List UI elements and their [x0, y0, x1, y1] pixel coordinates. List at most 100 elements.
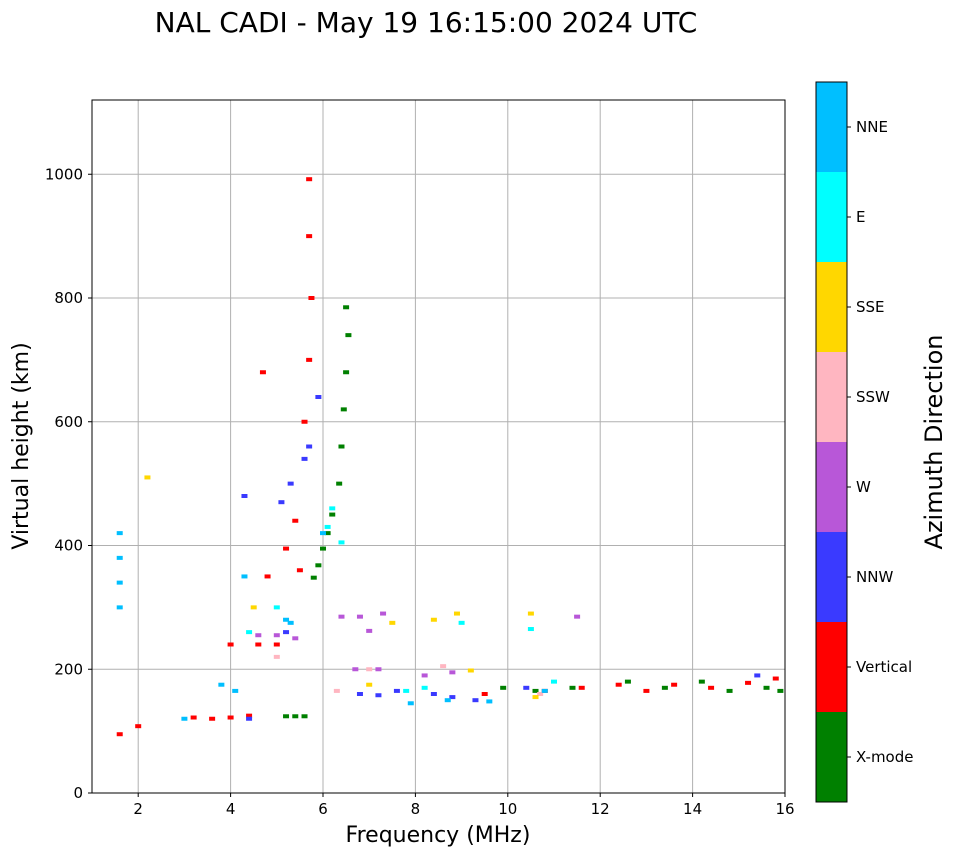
data-point-nnw	[430, 692, 437, 696]
colorbar-segment	[816, 442, 847, 532]
data-point-sse	[467, 668, 474, 673]
data-point-vertical	[296, 568, 303, 573]
data-point-vertical	[264, 574, 271, 579]
data-point-x-mode	[343, 370, 350, 375]
colorbar-tick-label: NNW	[856, 568, 893, 586]
colorbar-tick-label: X-mode	[856, 748, 913, 766]
data-point-sse	[250, 605, 257, 610]
data-point-vertical	[292, 518, 299, 523]
y-tick-label: 200	[54, 660, 83, 678]
colorbar-tick-label: SSW	[856, 388, 890, 406]
x-tick-label: 16	[775, 800, 794, 818]
data-point-x-mode	[763, 685, 770, 690]
data-point-nnw	[287, 481, 294, 486]
data-point-sse	[453, 611, 460, 616]
x-tick-label: 4	[226, 800, 236, 818]
data-point-x-mode	[324, 531, 331, 536]
data-point-nne	[541, 688, 548, 693]
data-point-nne	[116, 605, 123, 610]
data-point-vertical	[708, 685, 715, 690]
y-tick-label: 1000	[45, 165, 83, 183]
data-point-w	[273, 633, 280, 638]
data-point-sse	[532, 695, 539, 700]
data-point-sse	[144, 475, 151, 480]
data-point-nne	[486, 699, 493, 704]
data-point-vertical	[671, 682, 678, 687]
data-point-nnw	[472, 698, 479, 703]
data-point-vertical	[209, 716, 216, 721]
x-tick-label: 6	[318, 800, 328, 818]
data-point-e	[403, 688, 410, 693]
data-point-nnw	[356, 692, 363, 696]
colorbar-segment	[816, 622, 847, 712]
data-point-ssw	[366, 667, 373, 672]
data-point-nne	[116, 580, 123, 585]
data-point-vertical	[306, 234, 313, 239]
x-axis-label: Frequency (MHz)	[346, 823, 531, 848]
data-point-nne	[116, 531, 123, 536]
data-point-x-mode	[569, 685, 576, 690]
colorbar-segment	[816, 712, 847, 802]
data-point-vertical	[306, 357, 313, 362]
data-point-x-mode	[315, 563, 322, 568]
data-point-x-mode	[777, 688, 784, 693]
data-point-nne	[283, 617, 290, 622]
data-point-ssw	[537, 692, 544, 696]
colorbar-segment	[816, 352, 847, 442]
data-point-x-mode	[726, 688, 733, 693]
data-point-nnw	[393, 688, 400, 693]
data-point-vertical	[481, 692, 488, 696]
data-point-x-mode	[310, 575, 317, 580]
data-point-nne	[232, 688, 239, 693]
data-point-x-mode	[661, 685, 668, 690]
data-point-nnw	[523, 685, 530, 690]
colorbar: X-mode Vertical NNW W SSW SSE E NNE	[816, 82, 913, 802]
data-point-e	[338, 540, 345, 545]
data-point-vertical	[227, 642, 234, 647]
data-point-w	[255, 633, 262, 638]
data-point-e	[246, 630, 253, 635]
data-point-w	[421, 673, 428, 678]
data-point-vertical	[615, 682, 622, 687]
data-point-w	[574, 614, 581, 619]
data-point-vertical	[643, 688, 650, 693]
grid-lines	[92, 100, 786, 794]
x-tick-label: 10	[498, 800, 517, 818]
colorbar-tick-label: W	[856, 478, 871, 496]
data-point-vertical	[301, 419, 308, 424]
data-point-vertical	[308, 296, 315, 300]
data-point-e	[421, 685, 428, 690]
data-point-e	[458, 620, 465, 625]
data-point-nne	[116, 555, 123, 560]
data-point-e	[273, 605, 280, 610]
y-ticks: 0 200 400 600 800 1000	[45, 165, 92, 802]
data-point-w	[366, 628, 373, 633]
data-point-x-mode	[698, 679, 705, 684]
data-point-vertical	[135, 724, 142, 729]
data-point-x-mode	[343, 305, 350, 310]
data-point-w	[292, 636, 299, 641]
plot-frame	[91, 99, 786, 794]
data-point-nnw	[375, 693, 382, 698]
data-point-sse	[430, 617, 437, 622]
data-point-x-mode	[301, 714, 308, 719]
data-point-w	[375, 667, 382, 672]
data-point-nnw	[301, 456, 308, 461]
data-point-nnw	[754, 673, 761, 678]
data-point-x-mode	[500, 685, 507, 690]
x-tick-label: 14	[683, 800, 702, 818]
colorbar-segment	[816, 532, 847, 622]
data-point-nnw	[306, 444, 313, 449]
data-point-w	[352, 667, 359, 672]
data-point-sse	[527, 611, 534, 616]
data-point-x-mode	[320, 546, 326, 551]
x-tick-label: 12	[591, 800, 610, 818]
y-tick-label: 800	[54, 289, 83, 307]
data-point-nnw	[246, 716, 253, 721]
data-point-nne	[407, 701, 414, 706]
data-point-nne	[287, 620, 294, 625]
colorbar-segment	[816, 82, 847, 172]
data-point-vertical	[255, 642, 262, 647]
data-point-w	[356, 614, 363, 619]
data-point-nnw	[278, 500, 285, 505]
